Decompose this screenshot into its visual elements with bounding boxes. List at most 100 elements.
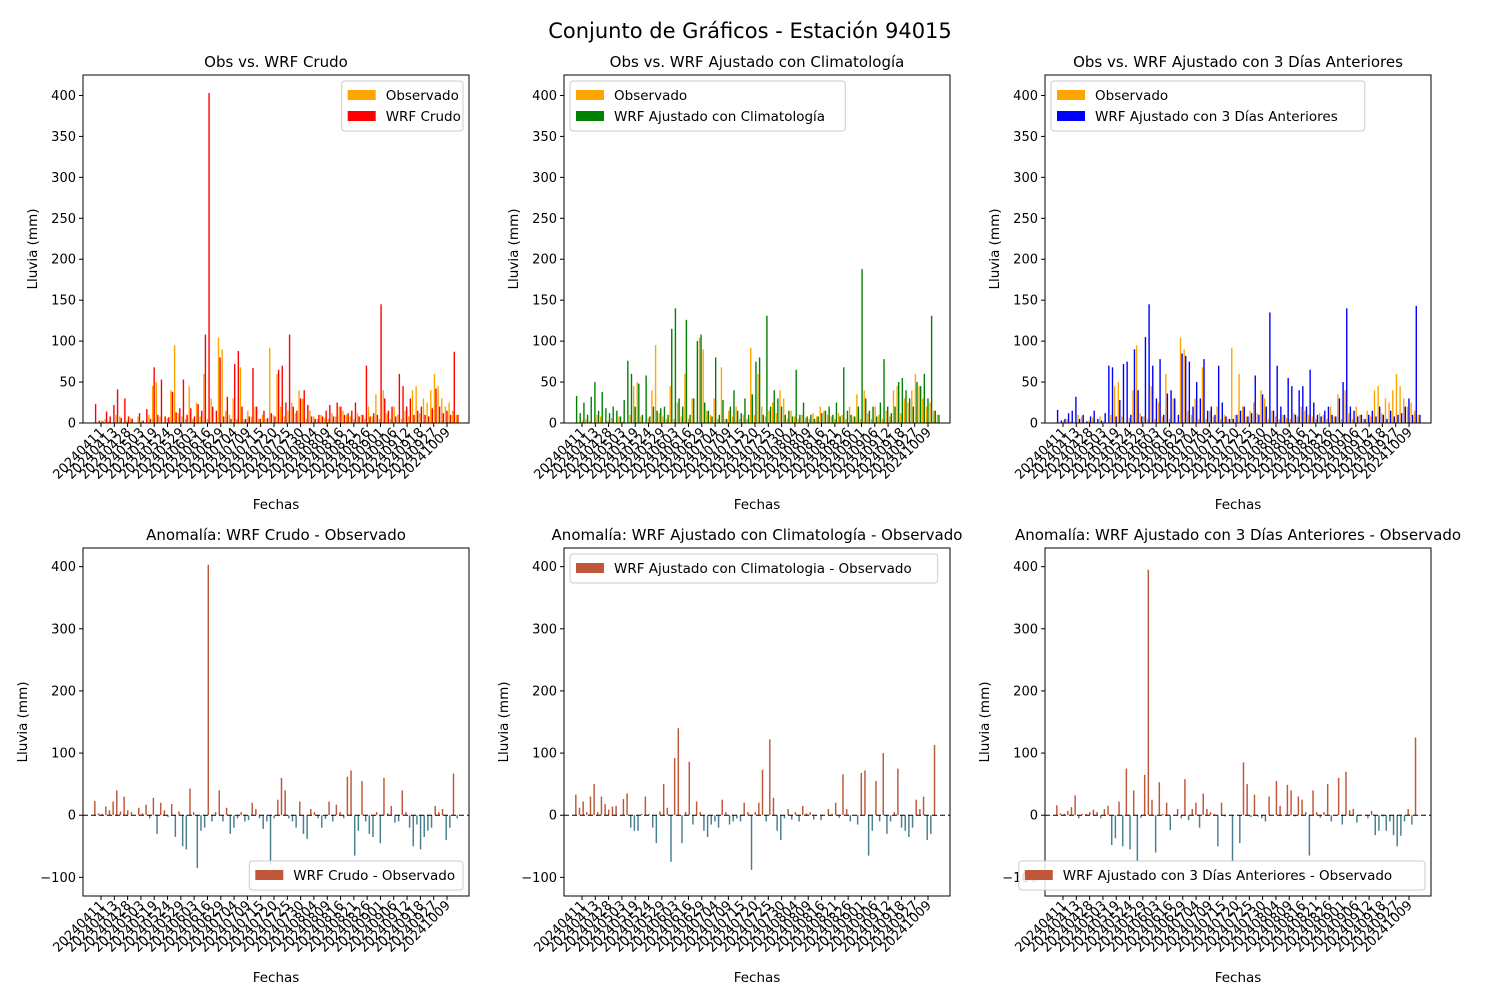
model-bar xyxy=(696,341,699,423)
anomaly-bar xyxy=(776,815,778,831)
model-bar xyxy=(601,391,603,423)
observed-bar xyxy=(929,402,931,423)
observed-bar xyxy=(137,416,139,423)
anomaly-bar xyxy=(1411,815,1413,825)
observed-bar xyxy=(885,410,887,423)
model-bar xyxy=(376,414,379,423)
observed-bar xyxy=(812,413,814,423)
anomaly-bar xyxy=(1151,799,1153,816)
anomaly-bar xyxy=(361,781,363,816)
model-bar xyxy=(1122,364,1125,423)
model-bar xyxy=(274,416,276,423)
anomaly-bar xyxy=(148,815,151,819)
model-bar xyxy=(1159,359,1161,423)
anomaly-bar xyxy=(456,815,458,819)
observed-bar xyxy=(1143,416,1145,423)
model-bar xyxy=(623,400,625,423)
observed-bar xyxy=(345,414,348,423)
model-bar xyxy=(98,420,100,423)
model-bar xyxy=(186,414,188,423)
model-bar xyxy=(1166,393,1169,423)
anomaly-bar xyxy=(849,815,852,822)
anomaly-bar xyxy=(867,815,870,856)
model-bar xyxy=(678,398,680,423)
observed-bar xyxy=(331,413,333,423)
model-bar xyxy=(266,418,269,423)
anomaly-bar xyxy=(427,815,429,831)
observed-bar xyxy=(918,386,920,423)
anomaly-bar xyxy=(1110,815,1113,846)
observed-bar xyxy=(323,418,326,423)
anomaly-bar xyxy=(167,815,169,818)
observed-bar xyxy=(746,418,748,423)
observed-bar xyxy=(386,413,388,423)
model-bar xyxy=(1360,414,1363,423)
model-bar xyxy=(1141,416,1143,423)
y-tick-label: 300 xyxy=(51,622,76,637)
anomaly-bar xyxy=(233,815,235,828)
charts-group: Obs vs. WRF Crudo 0 50 100 150 200 250 300 350 40… xyxy=(15,53,1461,986)
y-tick-label: 0 xyxy=(68,809,76,824)
observed-bar xyxy=(717,418,719,423)
observed-bar xyxy=(1205,418,1207,423)
observed-bar xyxy=(768,410,770,423)
anomaly-bar xyxy=(127,810,129,816)
anomaly-bar xyxy=(266,815,268,822)
observed-bar xyxy=(342,410,344,423)
model-bar xyxy=(146,409,148,423)
observed-bar xyxy=(665,418,668,423)
observed-bar xyxy=(1337,394,1339,423)
model-bar xyxy=(347,413,349,423)
observed-bar xyxy=(742,414,745,423)
anomaly-bar xyxy=(834,802,837,816)
observed-bar xyxy=(415,386,417,423)
model-bar xyxy=(1272,410,1275,423)
anomaly-bar xyxy=(419,815,422,850)
observed-bar xyxy=(1326,418,1328,423)
anomaly-bar xyxy=(1191,809,1193,816)
observed-bar xyxy=(819,406,821,423)
anomaly-bar xyxy=(189,788,191,816)
y-tick-label: 0 xyxy=(549,417,557,432)
model-bar xyxy=(336,402,338,423)
legend-box xyxy=(569,553,939,584)
observed-bar xyxy=(228,414,231,423)
observed-bar xyxy=(1132,390,1134,423)
model-bar xyxy=(406,406,408,423)
anomaly-bar xyxy=(247,815,250,821)
observed-bar xyxy=(1212,416,1215,423)
observed-bar xyxy=(1267,418,1270,423)
observed-bar xyxy=(1392,390,1394,423)
anomaly-bar xyxy=(772,797,775,816)
anomaly-bar xyxy=(269,815,272,865)
model-bar xyxy=(398,373,401,423)
anomaly-bar xyxy=(346,776,349,816)
anomaly-bar xyxy=(717,815,720,828)
anomaly-bar xyxy=(747,812,749,816)
anomaly-bar xyxy=(732,815,734,822)
observed-bar xyxy=(170,390,172,423)
anomaly-bar xyxy=(383,777,385,816)
model-bar xyxy=(153,367,155,423)
x-axis-label: Fechas xyxy=(734,497,781,513)
anomaly-bar xyxy=(736,815,738,819)
anomaly-bar xyxy=(893,812,895,816)
observed-bar xyxy=(757,373,759,423)
y-tick-label: 250 xyxy=(51,212,76,227)
model-bar xyxy=(1269,312,1271,423)
model-bar xyxy=(791,416,794,423)
model-bar xyxy=(612,406,614,423)
model-bar xyxy=(799,414,801,423)
observed-bar xyxy=(896,386,898,423)
observed-bar xyxy=(217,337,220,423)
anomaly-bar xyxy=(622,799,625,816)
anomaly-bar xyxy=(441,809,444,816)
model-bar xyxy=(1137,390,1139,423)
anomaly-bar xyxy=(838,815,841,818)
observed-bar xyxy=(166,418,168,423)
model-bar xyxy=(1195,382,1198,423)
anomaly-bar xyxy=(933,744,936,816)
axes-frame xyxy=(1044,547,1432,897)
anomaly-bar xyxy=(644,796,647,816)
